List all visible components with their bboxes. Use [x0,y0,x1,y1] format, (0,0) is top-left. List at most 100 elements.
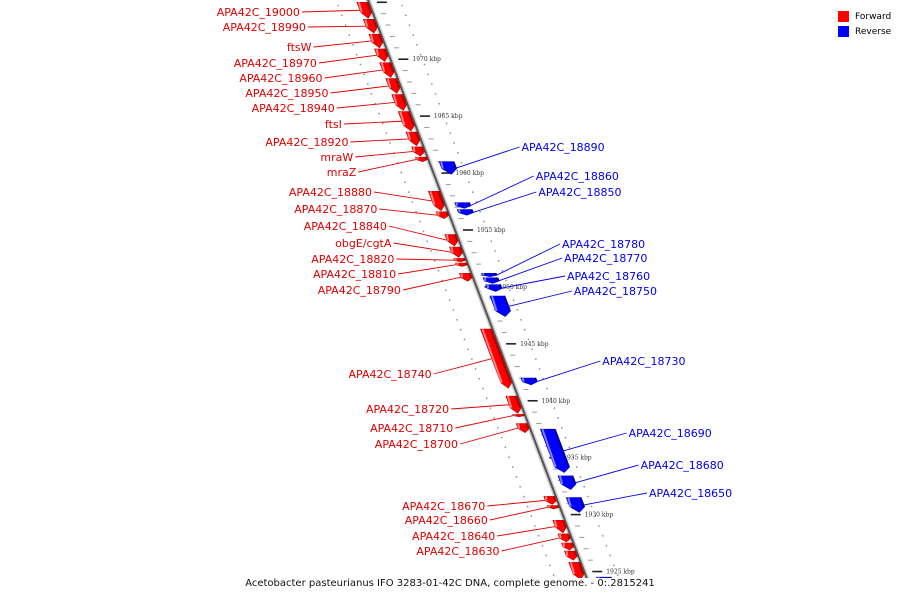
forward-leader-line [343,120,402,125]
forward-gene-block [411,146,425,157]
reverse-gene-label: APA42C_18690 [629,427,712,440]
forward-gene-block [356,1,373,19]
forward-gene-label: APA42C_19000 [217,6,300,19]
forward-leader-line [355,150,414,158]
genome-track: 1970 kbp 1965 kbp 1960 kbp 1955 kbp 1950 kbp… [335,0,635,578]
forward-gene-block [458,272,473,282]
forward-gene-label: APA42C_18970 [234,57,317,70]
forward-gene-block [379,62,395,78]
forward-gene-label: obgE/cgtA [335,237,392,250]
forward-gene-label: APA42C_18920 [265,136,348,149]
forward-leader-line [313,40,372,48]
forward-gene-label: APA42C_18710 [370,422,453,435]
tick-label: 1930 kbp [585,512,614,519]
reverse-gene-label: APA42C_18850 [538,186,621,199]
forward-gene-label: APA42C_18880 [289,186,372,199]
reverse-leader-line [583,492,648,506]
forward-gene-block [546,505,560,510]
forward-leader-line [350,138,409,143]
tick-label: 1960 kbp [455,170,484,177]
reverse-gene-label: APA42C_18730 [602,355,685,368]
reverse-leader-line [499,257,563,282]
forward-gene-block [515,423,530,434]
forward-gene-block [505,395,522,414]
forward-gene-block [444,234,459,247]
forward-gene-block [552,519,567,534]
reverse-leader-line [563,432,627,452]
reverse-gene-label: APA42C_18860 [536,170,619,183]
forward-gene-label: APA42C_18630 [416,545,499,558]
reverse-gene-block [480,272,498,277]
reverse-gene-label: APA42C_18890 [522,141,605,154]
tick-label: 1935 kbp [563,455,592,462]
tick-label: 1955 kbp [477,227,506,234]
forward-leader-line [358,158,417,173]
reverse-swatch [838,26,849,37]
reverse-gene-block [520,377,538,386]
forward-gene-block [564,550,578,561]
forward-gene-block [385,78,401,94]
reverse-leader-line [473,191,537,213]
forward-gene-label: mraZ [327,166,357,179]
reverse-gene-block [454,202,472,209]
reverse-gene-block [438,161,458,175]
reverse-gene-label: APA42C_18770 [564,252,647,265]
forward-gene-label: APA42C_18820 [311,253,394,266]
forward-gene-label: APA42C_18950 [245,87,328,100]
reverse-leader-line [501,275,566,289]
tick-label: 1925 kbp [606,569,635,576]
reverse-leader-line [456,146,520,169]
forward-leader-line [501,537,560,552]
reverse-gene-label: APA42C_18650 [649,487,732,500]
forward-gene-block [415,156,428,162]
tick-label: 1940 kbp [542,398,571,405]
forward-gene-block [568,562,585,578]
reverse-gene-label: APA42C_18780 [562,238,645,251]
reverse-gene-block [539,428,570,473]
legend: Forward Reverse [838,9,891,39]
reverse-gene-block [456,209,474,216]
forward-leader-line [373,191,433,202]
forward-leader-line [379,208,438,216]
forward-leader-line [393,242,452,253]
reverse-gene-label: APA42C_18750 [574,285,657,298]
legend-reverse: Reverse [838,24,891,39]
reverse-leader-line [508,290,572,307]
forward-leader-line [396,258,455,261]
reverse-leader-line [575,464,639,484]
forward-leader-line [433,358,492,375]
reverse-gene-block [595,576,612,578]
forward-gene-block [512,414,525,418]
forward-leader-line [330,85,389,94]
legend-reverse-label: Reverse [855,26,892,37]
forward-leader-line [318,54,377,64]
forward-gene-label: ftsW [287,41,312,54]
tick-label: 1965 kbp [434,113,463,120]
forward-gene-block [449,246,463,258]
forward-leader-line [398,264,457,275]
forward-gene-label: APA42C_18960 [239,72,322,85]
reverse-gene-block [485,284,503,292]
forward-gene-block [453,258,466,263]
forward-gene-label: ftsI [325,118,342,131]
reverse-leader-line [496,243,561,276]
gene-labels: APA42C_19000 APA42C_18990 ftsW APA42C_18970… [217,6,732,558]
forward-leader-line [388,225,447,241]
forward-leader-line [451,404,510,410]
forward-leader-line [459,427,519,445]
forward-gene-block [561,542,575,551]
map-caption: Acetobacter pasteurianus IFO 3283-01-42C… [245,578,655,589]
legend-forward-label: Forward [855,11,892,22]
forward-gene-label: APA42C_18640 [412,530,495,543]
forward-leader-line [324,69,383,79]
forward-leader-line [336,102,395,109]
forward-gene-block [543,496,557,505]
forward-swatch [838,11,849,22]
forward-leader-line [402,276,461,291]
reverse-gene-block [482,277,500,284]
forward-gene-block [397,111,415,132]
forward-gene-block [368,33,384,49]
tick-label: 1950 kbp [499,284,528,291]
forward-gene-block [391,94,407,111]
